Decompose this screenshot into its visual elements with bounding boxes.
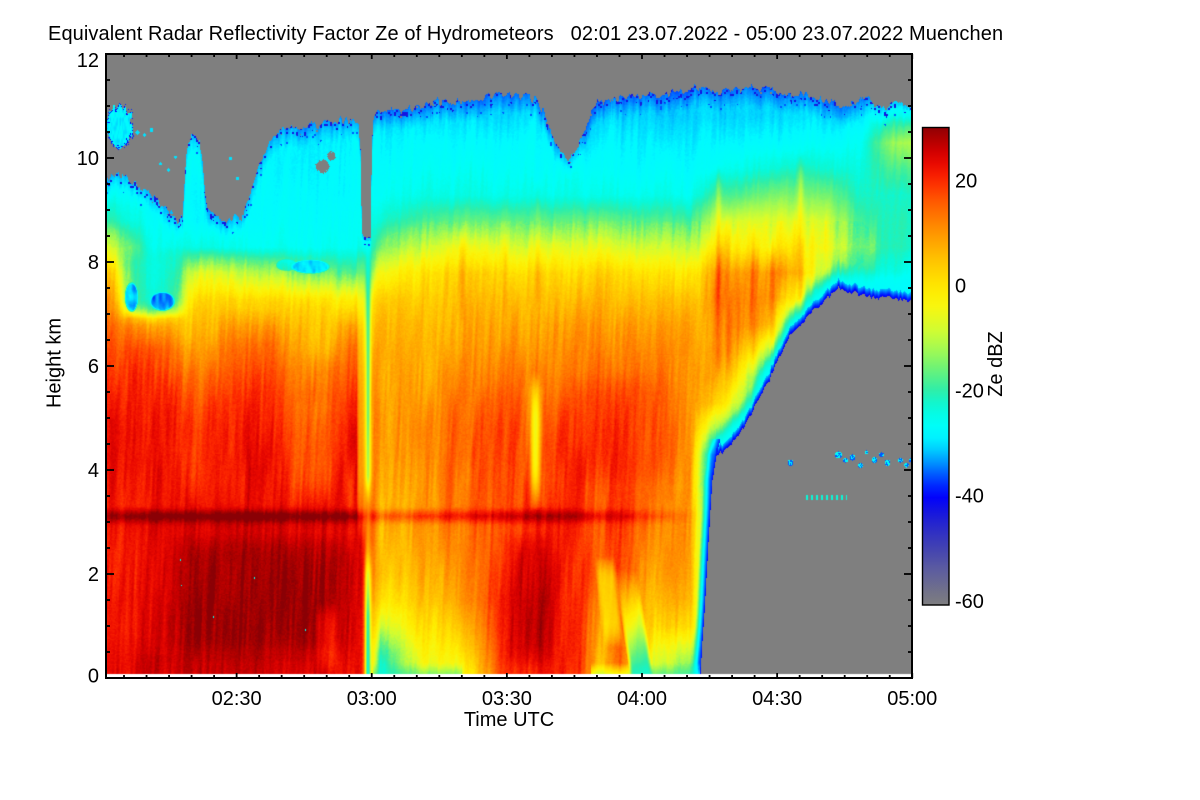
svg-text:6: 6 [88,356,99,378]
svg-text:-40: -40 [955,486,984,508]
svg-text:05:00: 05:00 [887,688,937,710]
svg-text:12: 12 [77,50,99,72]
svg-text:-60: -60 [955,591,984,613]
svg-text:04:00: 04:00 [617,688,667,710]
svg-text:Equivalent Radar Reflectivity: Equivalent Radar Reflectivity Factor Ze … [48,23,1003,45]
svg-text:0: 0 [955,276,966,298]
svg-text:0: 0 [88,666,99,688]
svg-text:Height km: Height km [44,318,66,408]
svg-text:10: 10 [77,148,99,170]
svg-text:03:00: 03:00 [347,688,397,710]
svg-text:4: 4 [88,460,99,482]
svg-text:04:30: 04:30 [752,688,802,710]
svg-text:03:30: 03:30 [482,688,532,710]
svg-text:20: 20 [955,171,977,193]
svg-text:Time UTC: Time UTC [464,709,554,731]
svg-text:8: 8 [88,252,99,274]
svg-text:-20: -20 [955,381,984,403]
svg-text:02:30: 02:30 [212,688,262,710]
svg-text:2: 2 [88,564,99,586]
svg-text:Ze dBZ: Ze dBZ [985,331,1007,397]
